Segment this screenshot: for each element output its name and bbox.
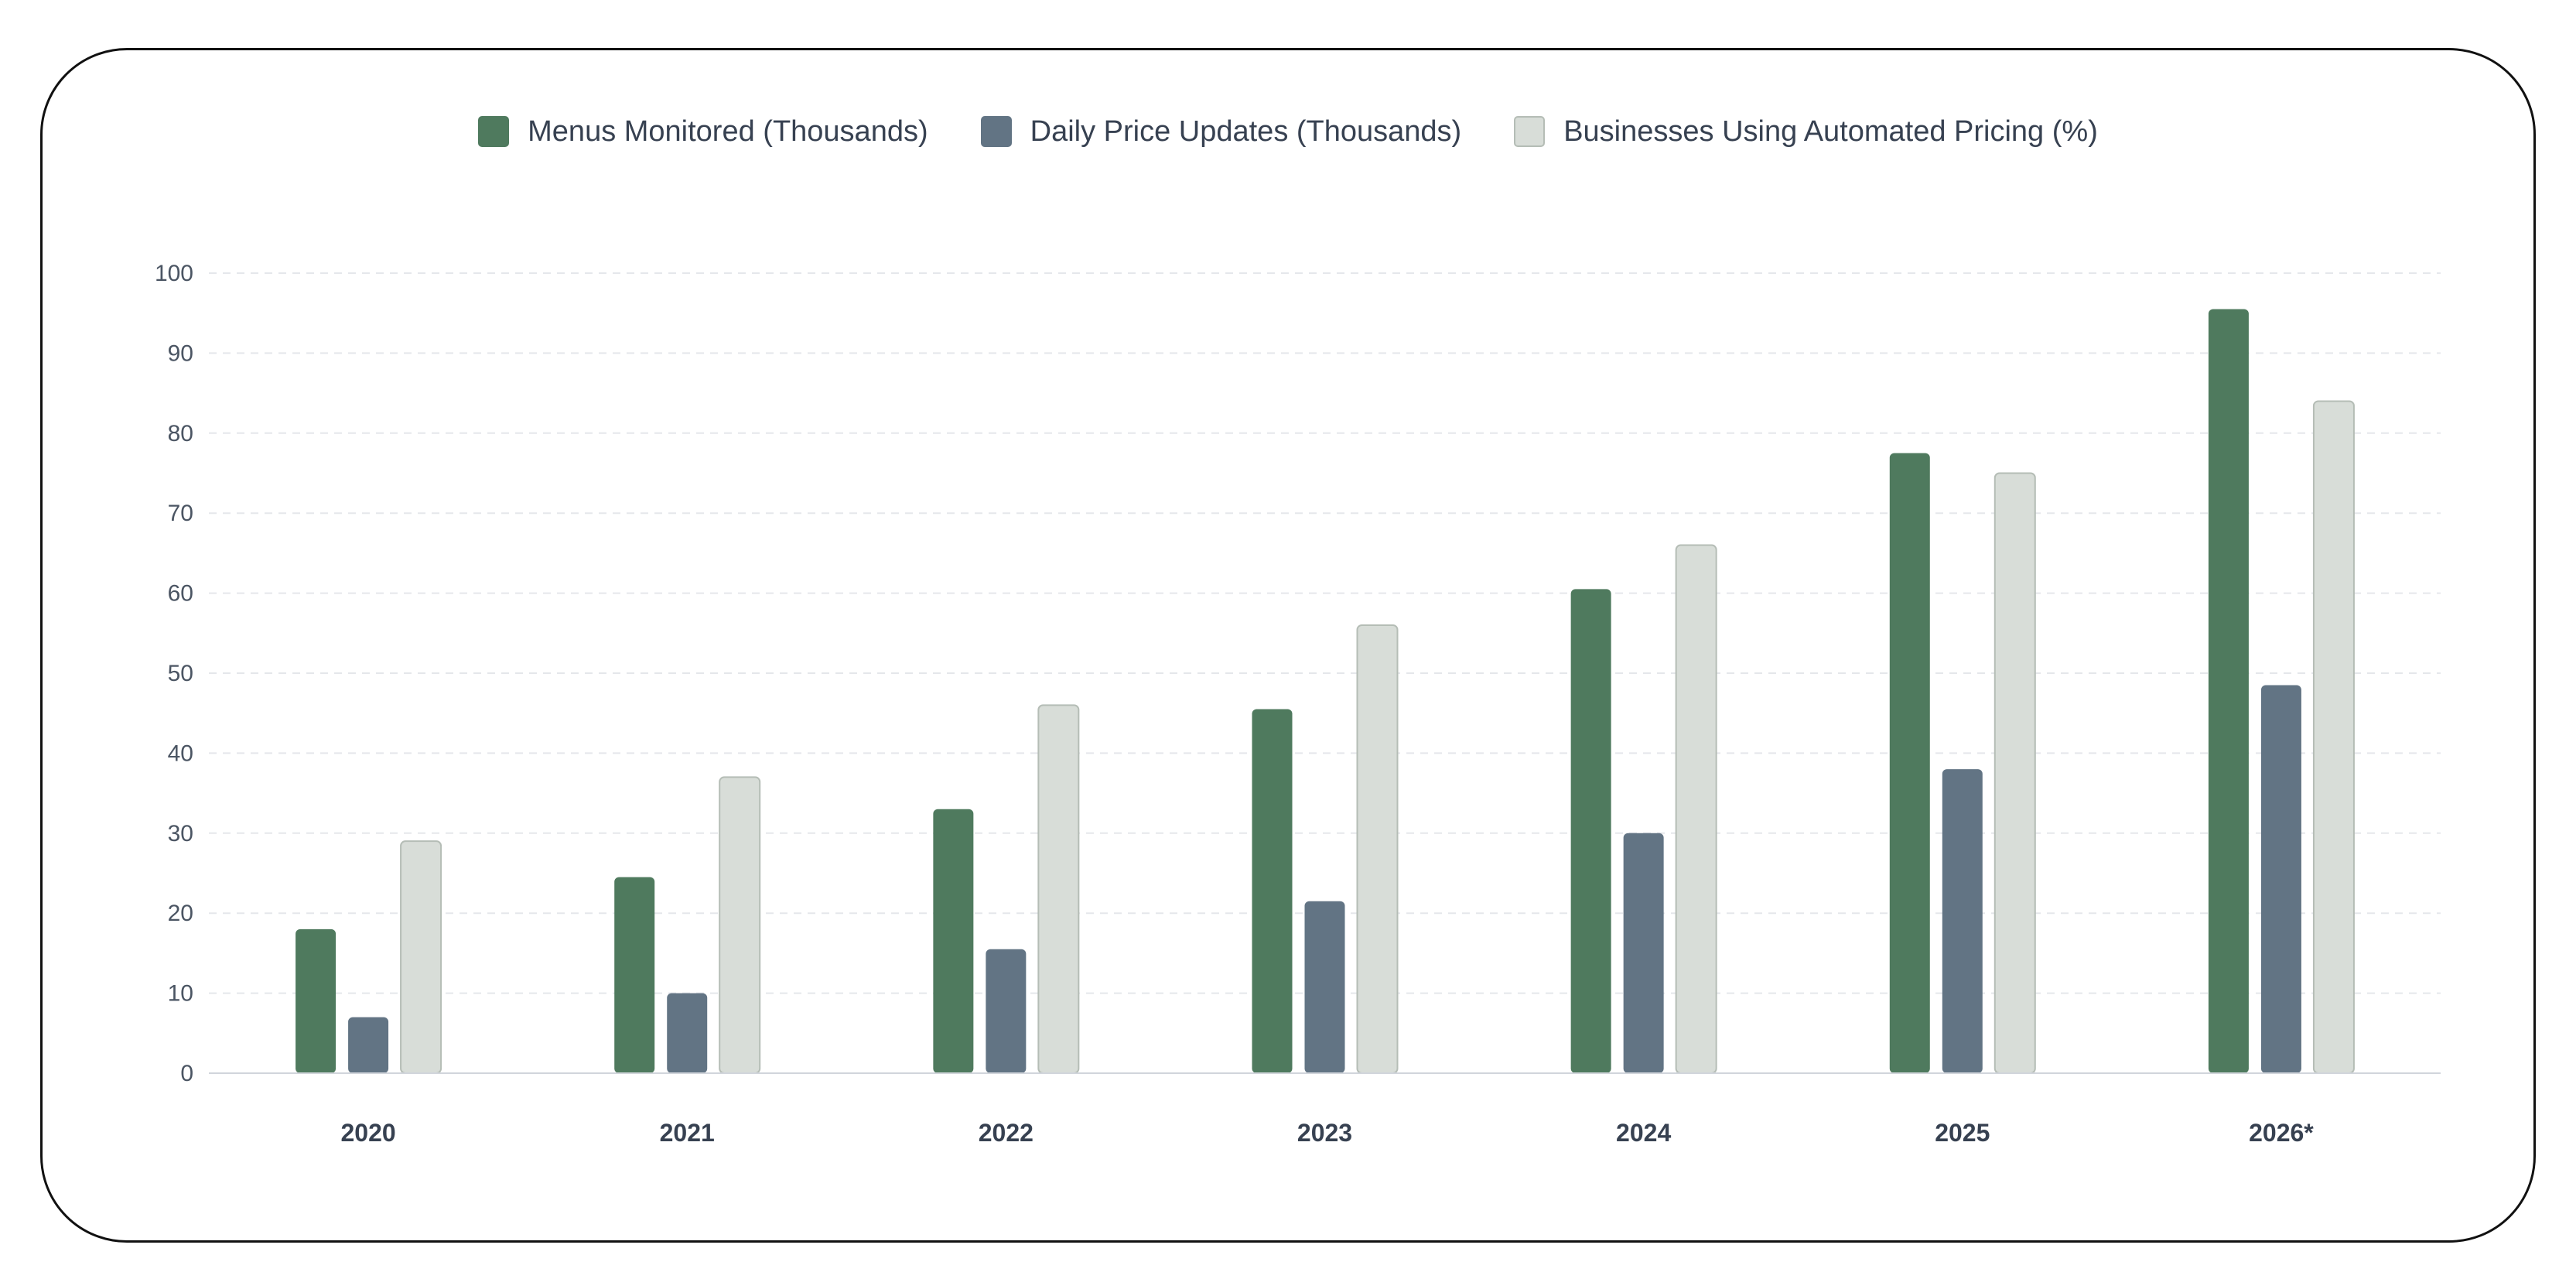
legend-label-menus-monitored: Menus Monitored (Thousands) [528,115,928,148]
y-tick-label: 10 [168,981,193,1007]
y-tick-label: 20 [168,901,193,926]
y-tick-label: 80 [168,421,193,446]
y-tick-label: 90 [168,340,193,366]
x-tick-label: 2022 [979,1119,1033,1147]
legend-swatch-menus-monitored [478,116,510,147]
x-tick-label: 2024 [1616,1119,1671,1147]
bar-automated-pricing-2026 [2312,400,2355,1074]
bar-menus-monitored-2023 [1252,709,1293,1073]
bar-menus-monitored-2022 [933,809,974,1073]
bar-daily-price-updates-2021 [667,993,708,1073]
bar-automated-pricing-2023 [1356,624,1399,1074]
y-tick-label: 30 [168,821,193,846]
y-tick-label: 100 [155,261,193,286]
x-tick-label: 2025 [1935,1119,1990,1147]
legend-label-daily-price-updates: Daily Price Updates (Thousands) [1030,115,1462,148]
bar-daily-price-updates-2023 [1304,901,1345,1073]
x-tick-label: 2021 [660,1119,715,1147]
bar-menus-monitored-2021 [614,877,655,1073]
y-tick-label: 50 [168,661,193,686]
bar-menus-monitored-2024 [1570,589,1611,1073]
bar-daily-price-updates-2026 [2260,685,2301,1073]
bar-automated-pricing-2020 [400,840,442,1074]
bar-automated-pricing-2025 [1993,472,2036,1074]
bar-menus-monitored-2020 [296,928,337,1073]
bar-automated-pricing-2022 [1037,704,1080,1074]
y-tick-label: 60 [168,581,193,607]
x-tick-label: 2023 [1297,1119,1352,1147]
y-axis-ticks: 0 10 20 30 40 50 60 70 80 90 100 [155,261,193,1086]
grid-lines [209,272,2441,994]
bar-automated-pricing-2021 [719,776,761,1074]
y-tick-label: 70 [168,501,193,526]
y-tick-label: 40 [168,740,193,766]
bar-menus-monitored-2025 [1889,453,1930,1073]
bar-automated-pricing-2024 [1675,544,1717,1074]
y-tick-label: 0 [180,1061,193,1086]
bar-daily-price-updates-2022 [986,949,1027,1073]
chart-legend: Menus Monitored (Thousands) Daily Price … [0,110,2576,153]
legend-item-menus-monitored: Menus Monitored (Thousands) [478,115,928,149]
x-tick-label: 2026* [2249,1119,2314,1147]
legend-item-daily-price-updates: Daily Price Updates (Thousands) [980,115,1462,149]
legend-swatch-daily-price-updates [980,116,1012,147]
legend-label-automated-pricing: Businesses Using Automated Pricing (%) [1563,115,2098,148]
x-axis-ticks: 2020 2021 2022 2023 2024 2025 2026* [340,1119,2314,1147]
bar-daily-price-updates-2025 [1942,769,1983,1073]
bar-daily-price-updates-2024 [1623,833,1664,1073]
x-tick-label: 2020 [340,1119,395,1147]
bars [296,309,2355,1074]
legend-swatch-automated-pricing [1514,116,1546,147]
bar-daily-price-updates-2020 [348,1017,389,1073]
bar-menus-monitored-2026 [2208,309,2249,1073]
legend-item-automated-pricing: Businesses Using Automated Pricing (%) [1514,115,2098,149]
